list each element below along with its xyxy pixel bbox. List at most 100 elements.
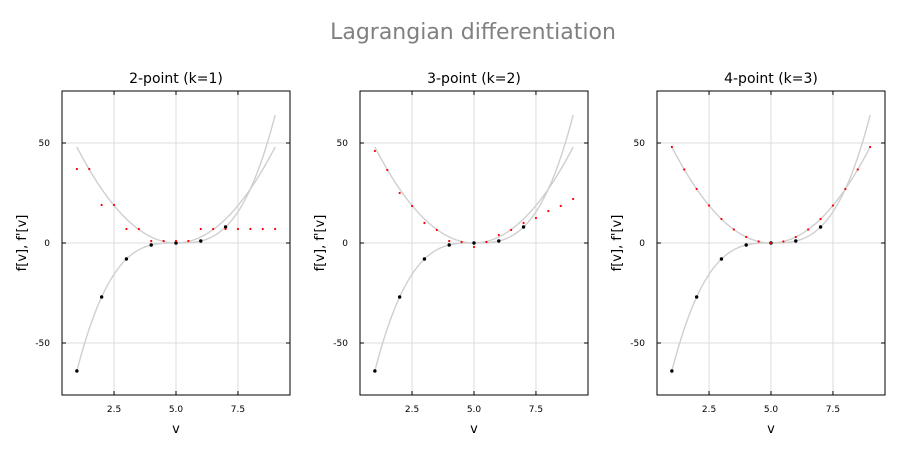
derivative-point	[249, 227, 252, 231]
y-axis-label: f[v], f'[v]	[15, 215, 30, 272]
panels: 2.5 5.0 7.5 -50 0 50 2-point (k=1) v f[v], f'[v]…	[15, 71, 886, 437]
derivative-point	[125, 227, 128, 231]
derivative-point	[112, 203, 116, 207]
derivative-point	[782, 240, 785, 243]
sample-point	[174, 241, 178, 245]
derivative-point	[707, 204, 711, 207]
sample-point	[149, 243, 153, 247]
derivative-point	[410, 204, 414, 208]
x-axis-label: v	[767, 422, 775, 437]
derivative-point	[732, 228, 735, 231]
sample-point	[447, 243, 451, 247]
derivative-point	[137, 227, 140, 231]
x-axis-label: v	[172, 422, 180, 437]
panel-title: 4-point (k=3)	[724, 71, 818, 87]
x-tick-label: 2.5	[702, 405, 716, 415]
derivative-point	[559, 204, 562, 208]
sample-point	[818, 225, 823, 229]
y-axis-label: f[v], f'[v]	[610, 215, 625, 272]
sample-point	[223, 225, 228, 229]
x-tick-label: 7.5	[231, 405, 245, 415]
derivative-point	[757, 240, 760, 243]
derivative-point	[423, 221, 426, 225]
panel-1: 2.5 5.0 7.5 -50 0 50 2-point (k=1) v f[v], f'[v]	[15, 71, 291, 437]
derivative-point	[199, 227, 202, 231]
derivative-point	[683, 168, 686, 171]
derivative-point	[448, 239, 451, 243]
derivative-point	[769, 241, 773, 245]
derivative-point	[460, 240, 463, 244]
derivative-point	[510, 228, 513, 232]
x-tick-label: 7.5	[826, 405, 840, 415]
sample-point	[199, 239, 203, 243]
y-tick-label: 50	[39, 139, 51, 149]
y-tick-label: 0	[639, 239, 645, 249]
derivative-point	[819, 217, 822, 221]
x-tick-label: 2.5	[405, 405, 419, 415]
derivative-point	[435, 228, 438, 232]
derivative-point	[794, 235, 797, 239]
derivative-point	[88, 167, 91, 171]
derivative-point	[869, 145, 872, 149]
derivative-point	[398, 191, 401, 195]
x-tick-label: 2.5	[107, 405, 121, 415]
sample-point	[794, 239, 798, 243]
panel-2: 2.5 5.0 7.5 -50 0 50 3-point (k=2) v f[v], f'[v]	[313, 71, 589, 437]
figure-title: Lagrangian differentiation	[330, 20, 616, 45]
derivative-point	[75, 167, 78, 171]
sample-point	[694, 295, 699, 299]
x-tick-label: 5.0	[764, 405, 779, 415]
derivative-point	[236, 227, 240, 231]
derivative-point	[274, 227, 277, 231]
derivative-point	[522, 221, 525, 225]
sample-point	[497, 239, 501, 243]
derivative-point	[162, 239, 165, 243]
panel-title: 2-point (k=1)	[129, 71, 223, 87]
derivative-point	[695, 187, 698, 191]
y-tick-label: -50	[630, 339, 645, 349]
derivative-point	[670, 145, 673, 149]
sample-point	[75, 369, 79, 373]
y-tick-label: 50	[634, 139, 646, 149]
sample-point	[422, 257, 427, 261]
x-axis-label: v	[470, 422, 478, 437]
derivative-point	[547, 209, 550, 213]
derivative-point	[807, 228, 810, 231]
derivative-point	[212, 227, 215, 231]
derivative-point	[856, 168, 859, 171]
derivative-point	[187, 239, 190, 243]
sample-point	[670, 369, 674, 373]
sample-point	[397, 295, 402, 299]
derivative-point	[720, 217, 723, 221]
y-tick-label: 0	[44, 239, 50, 249]
derivative-point	[485, 240, 488, 244]
sample-point	[373, 369, 377, 373]
sample-point	[719, 257, 724, 261]
derivative-point	[150, 239, 153, 243]
derivative-point	[261, 227, 264, 231]
derivative-point	[224, 227, 227, 231]
y-tick-label: -50	[35, 339, 50, 349]
derivative-point	[386, 168, 389, 172]
x-tick-label: 5.0	[467, 405, 482, 415]
derivative-point	[844, 187, 847, 191]
derivative-point	[745, 235, 748, 239]
derivative-point	[373, 149, 376, 153]
sample-point	[744, 243, 748, 247]
derivative-point	[497, 233, 500, 237]
y-tick-label: 0	[342, 239, 348, 249]
derivative-point	[572, 197, 575, 201]
sample-point	[124, 257, 129, 261]
y-tick-label: 50	[337, 139, 349, 149]
sample-point	[521, 225, 526, 229]
derivative-point	[174, 239, 178, 243]
panel-3: 2.5 5.0 7.5 -50 0 50 4-point (k=3) v f[v], f'[v]	[610, 71, 886, 437]
x-tick-label: 5.0	[169, 405, 184, 415]
derivative-point	[534, 216, 538, 220]
y-axis-label: f[v], f'[v]	[313, 215, 328, 272]
derivative-point	[831, 204, 835, 207]
x-tick-label: 7.5	[529, 405, 543, 415]
sample-point	[99, 295, 104, 299]
derivative-point	[472, 245, 476, 249]
